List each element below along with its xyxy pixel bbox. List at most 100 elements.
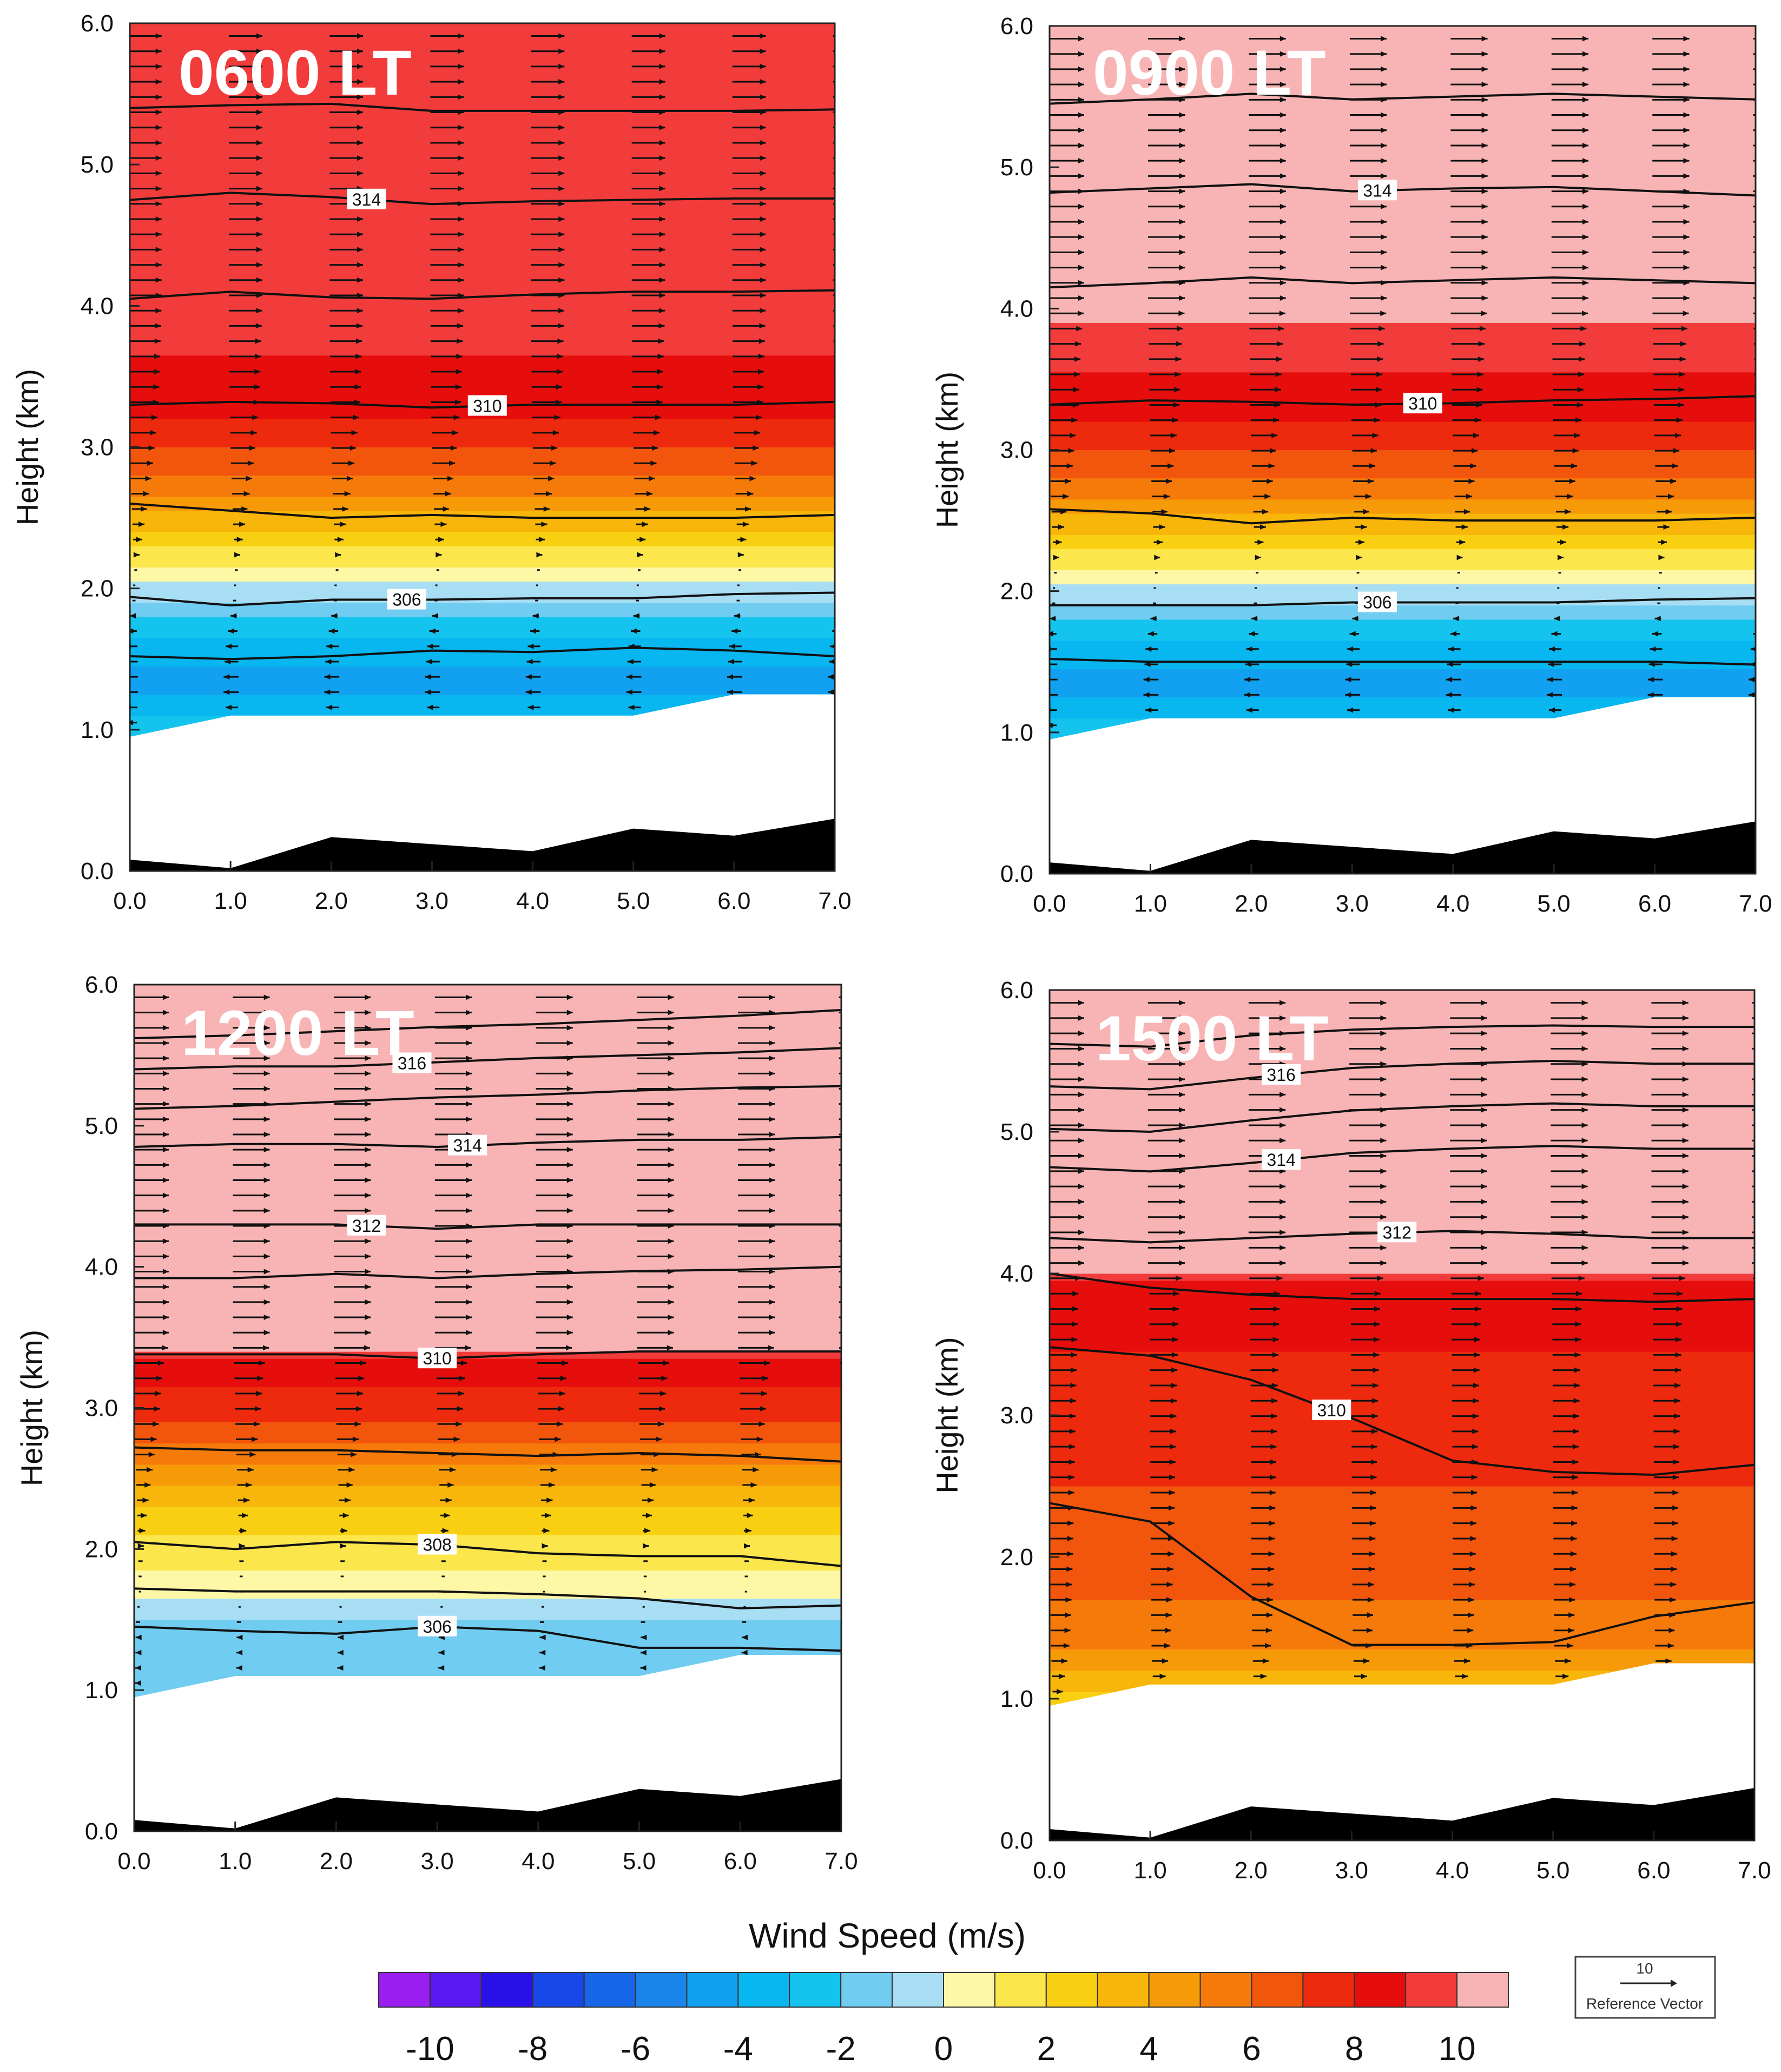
contour-label-box xyxy=(392,1052,432,1073)
wind-arrowhead xyxy=(445,491,451,497)
speed-band xyxy=(1050,61,1756,69)
wind-arrowhead xyxy=(1582,66,1589,72)
wind-arrowhead xyxy=(456,353,463,359)
speed-band xyxy=(1050,1344,1754,1352)
wind-arrowhead xyxy=(447,476,454,481)
wind-arrowhead xyxy=(566,1132,573,1138)
wind-arrowhead xyxy=(1683,203,1690,209)
wind-arrowhead xyxy=(566,1315,573,1321)
wind-arrowhead xyxy=(1349,631,1356,637)
wind-arrowhead xyxy=(1279,280,1286,286)
wind-arrowhead xyxy=(357,94,363,100)
wind-arrowhead xyxy=(223,689,230,695)
speed-band xyxy=(1050,1067,1754,1075)
wind-arrowhead xyxy=(760,293,766,299)
wind-arrowhead xyxy=(626,689,632,695)
wind-arrowhead xyxy=(1777,1291,1781,1296)
wind-arrowhead xyxy=(647,491,653,497)
wind-arrowhead xyxy=(760,247,766,253)
wind-arrowhead xyxy=(1078,203,1084,209)
y-tick-label: 4.0 xyxy=(1000,295,1033,322)
colorbar-swatch xyxy=(686,1972,739,2008)
wind-arrowhead xyxy=(457,338,463,344)
colorbar-swatch xyxy=(1045,1972,1098,2008)
x-tick-label: 0.0 xyxy=(1033,890,1066,917)
wind-arrowhead xyxy=(557,353,563,359)
wind-arrowhead xyxy=(1279,1000,1286,1006)
contour-line xyxy=(1050,183,1756,197)
speed-band xyxy=(1050,1620,1754,1628)
speed-band xyxy=(1050,252,1756,260)
wind-arrowhead xyxy=(1078,295,1084,301)
wind-arrowhead xyxy=(660,1390,667,1396)
wind-arrowhead xyxy=(1481,311,1487,316)
wind-arrowhead xyxy=(1279,295,1286,301)
wind-arrowhead xyxy=(1771,1582,1777,1587)
wind-arrowhead xyxy=(1679,356,1686,362)
wind-arrowhead xyxy=(1579,341,1586,347)
speed-band xyxy=(1050,1542,1754,1550)
speed-band xyxy=(130,150,835,158)
wind-arrowhead xyxy=(1671,1551,1678,1557)
wind-arrowhead xyxy=(566,1040,573,1046)
wind-arrowhead xyxy=(141,1513,147,1519)
wind-arrowhead xyxy=(357,63,363,69)
speed-band xyxy=(134,1400,841,1408)
wind-arrowhead xyxy=(539,1649,546,1655)
wind-arrowhead xyxy=(556,384,563,390)
wind-arrowhead xyxy=(760,155,766,161)
x-tick-label: 0.0 xyxy=(117,1848,150,1875)
wind-arrowhead xyxy=(539,1665,545,1671)
speed-band xyxy=(134,1019,841,1027)
wind-arrowhead xyxy=(135,1634,142,1640)
wind-arrowhead xyxy=(562,1360,568,1366)
wind-arrowhead xyxy=(1481,234,1488,240)
wind-arrowhead xyxy=(1464,1658,1470,1664)
wind-arrowhead xyxy=(1479,326,1486,332)
wind-arrowhead xyxy=(566,1071,573,1077)
wind-arrowhead xyxy=(1650,646,1656,652)
wind-arrowhead xyxy=(1078,66,1084,72)
wind-arrowhead xyxy=(155,48,162,54)
wind-arrowhead xyxy=(466,1330,472,1336)
wind-arrowhead xyxy=(1672,1505,1678,1511)
speed-band xyxy=(1050,308,1756,316)
wind-arrowhead xyxy=(769,1177,775,1183)
wind-arrowhead xyxy=(1370,448,1377,454)
wind-arrowhead xyxy=(633,613,639,619)
wind-arrowhead xyxy=(1769,494,1775,499)
wind-arrowhead xyxy=(1683,82,1690,88)
wind-arrowhead xyxy=(558,216,565,222)
wind-arrowhead xyxy=(1273,1321,1279,1327)
wind-arrowhead xyxy=(1373,1367,1379,1373)
wind-arrowhead xyxy=(1569,1581,1576,1587)
wind-arrowhead xyxy=(466,1101,472,1107)
colorbar-swatch xyxy=(943,1972,995,2008)
colorbar-tick-label: -2 xyxy=(826,2030,856,2068)
wind-arrowhead xyxy=(1574,1382,1580,1388)
wind-arrowhead xyxy=(257,1375,263,1381)
wind-arrowhead xyxy=(455,399,461,405)
wind-arrowhead xyxy=(365,1040,371,1046)
wind-arrowhead xyxy=(727,689,733,695)
wind-arrowhead xyxy=(1668,493,1674,499)
speed-band xyxy=(1050,301,1756,309)
wind-arrowhead xyxy=(1043,692,1048,697)
wind-arrowhead xyxy=(263,1147,270,1153)
speed-band xyxy=(134,1386,841,1394)
wind-arrowhead xyxy=(342,506,348,512)
wind-arrowhead xyxy=(1756,616,1762,621)
wind-arrowhead xyxy=(841,537,847,542)
wind-arrowhead xyxy=(759,323,766,329)
wind-arrowhead xyxy=(346,476,353,481)
speed-band xyxy=(134,1330,841,1338)
wind-arrowhead xyxy=(654,430,660,435)
wind-arrowhead xyxy=(861,262,867,268)
wind-arrowhead xyxy=(1775,1414,1780,1419)
wind-arrowhead xyxy=(348,460,355,466)
wind-arrowhead xyxy=(870,1315,876,1320)
wind-arrowhead xyxy=(865,1361,871,1366)
speed-band xyxy=(1050,626,1756,634)
wind-arrowhead xyxy=(156,1375,162,1381)
x-tick-label: 0.0 xyxy=(1033,1857,1066,1884)
